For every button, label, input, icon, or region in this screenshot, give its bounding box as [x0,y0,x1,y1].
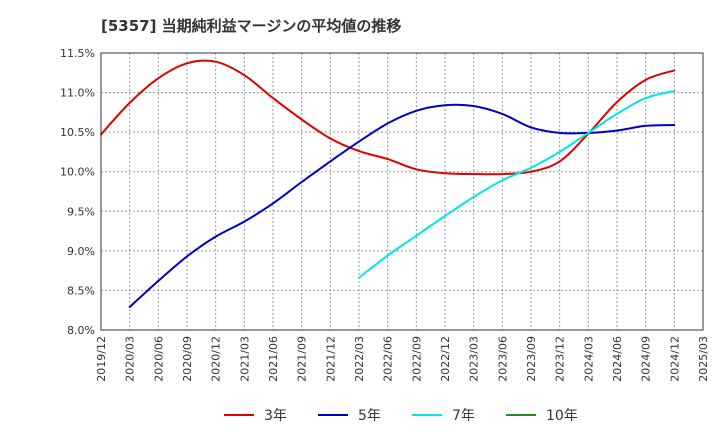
x-axis-tick-labels: 2019/12 2020/03 2020/06 2020/09 2020/12 2021/… [95,336,710,382]
x-tick-label: 2022/12 [439,336,452,382]
x-tick-label: 2024/03 [582,336,595,382]
legend-label-2: 7年 [452,408,475,424]
series-line-0 [100,59,676,176]
x-tick-label: 2023/09 [525,336,538,382]
x-tick-label: 2023/03 [468,336,481,382]
y-tick-label: 9.5% [67,205,95,218]
x-tick-label: 2020/03 [124,336,137,382]
x-tick-label: 2023/12 [554,336,567,382]
x-tick-label: 2023/06 [496,336,509,382]
plot-area-frame [100,52,704,331]
legend: 3年 5年 7年 10年 [224,408,578,424]
series-line-2 [358,90,676,279]
x-tick-label: 2020/09 [181,336,194,382]
x-tick-label: 2024/12 [668,336,681,382]
series-lines [100,59,676,308]
x-tick-label: 2024/09 [640,336,653,382]
y-tick-label: 8.5% [67,284,95,297]
x-tick-label: 2021/12 [324,336,337,382]
y-axis-tick-labels: 8.0% 8.5% 9.0% 9.5% 10.0% 10.5% 11.0% 11.5% [60,47,95,337]
x-tick-label: 2019/12 [95,336,108,382]
legend-label-3: 10年 [546,408,578,424]
x-tick-label: 2022/03 [353,336,366,382]
y-tick-label: 9.0% [67,245,95,258]
y-tick-label: 11.0% [60,87,95,100]
x-tick-label: 2022/09 [410,336,423,382]
y-tick-label: 11.5% [60,47,95,60]
y-tick-label: 8.0% [67,324,95,337]
x-tick-label: 2022/06 [382,336,395,382]
legend-label-1: 5年 [358,408,381,424]
x-tick-label: 2020/12 [210,336,223,382]
y-tick-label: 10.5% [60,126,95,139]
x-tick-label: 2021/03 [238,336,251,382]
x-tick-label: 2024/06 [611,336,624,382]
chart-title: [5357] 当期純利益マージンの平均値の推移 [101,17,401,35]
y-tick-label: 10.0% [60,166,95,179]
x-tick-label: 2021/09 [296,336,309,382]
series-line-1 [128,103,676,308]
x-tick-label: 2020/06 [152,336,165,382]
x-tick-label: 2025/03 [697,336,710,382]
grid-lines [100,52,704,331]
legend-label-0: 3年 [264,408,287,424]
x-tick-label: 2021/06 [267,336,280,382]
